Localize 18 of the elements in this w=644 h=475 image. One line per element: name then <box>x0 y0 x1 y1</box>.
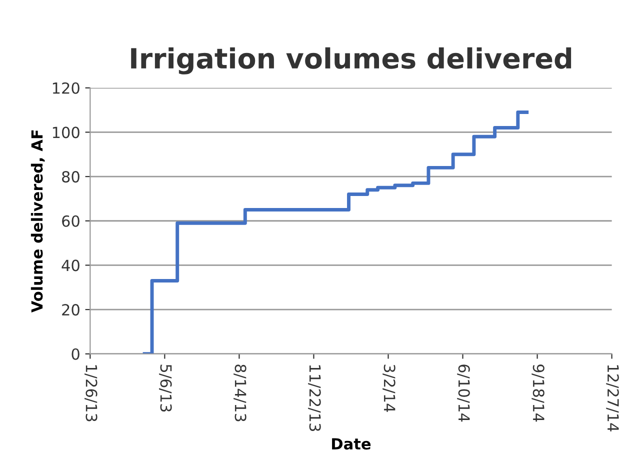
x-tick-label: 6/10/14 <box>457 364 470 422</box>
y-tick-label: 100 <box>52 126 80 138</box>
y-tick-label: 60 <box>62 215 80 227</box>
x-tick-label: 1/26/13 <box>84 365 98 422</box>
x-tick-label: 11/22/13 <box>308 365 321 431</box>
y-tick-label: 0 <box>72 348 80 360</box>
y-tick-label: 120 <box>52 82 80 94</box>
x-tick-label: 3/2/14 <box>382 364 396 412</box>
x-axis-title: Date <box>332 438 371 450</box>
y-tick-label: 80 <box>62 171 80 183</box>
x-tick-label: 9/18/14 <box>532 364 544 422</box>
y-axis-title: Volume delivered, AF <box>30 130 45 313</box>
y-tick-label: 40 <box>62 260 80 272</box>
x-tick-label: 5/6/13 <box>159 364 172 412</box>
chart-title: Irrigation volumes delivered <box>131 47 572 74</box>
y-tick-label: 20 <box>62 304 80 316</box>
x-tick-label: 8/14/13 <box>234 364 246 422</box>
x-tick-label: 12/27/14 <box>606 365 619 432</box>
